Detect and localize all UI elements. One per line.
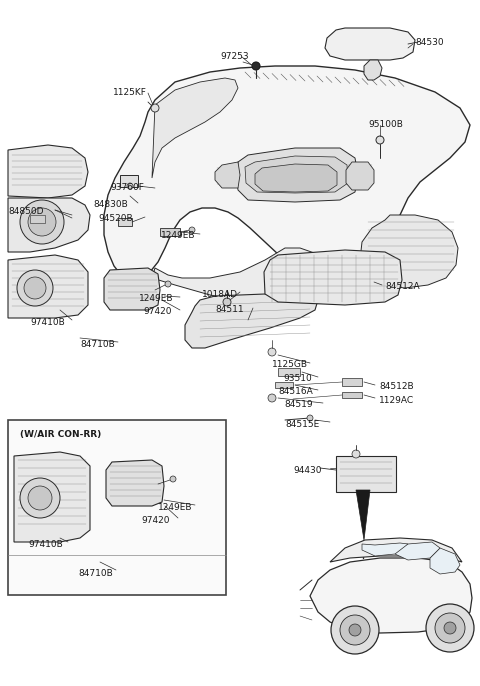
Text: (W/AIR CON-RR): (W/AIR CON-RR) xyxy=(20,430,101,439)
Circle shape xyxy=(127,183,133,189)
Bar xyxy=(120,175,138,187)
Circle shape xyxy=(426,604,474,652)
Bar xyxy=(336,456,396,492)
Bar xyxy=(30,215,45,223)
Circle shape xyxy=(268,394,276,402)
Circle shape xyxy=(444,622,456,634)
Text: 97420: 97420 xyxy=(141,516,169,525)
Polygon shape xyxy=(346,162,374,190)
Text: 94520B: 94520B xyxy=(98,214,132,223)
Polygon shape xyxy=(104,268,160,310)
Polygon shape xyxy=(395,542,440,560)
Circle shape xyxy=(28,208,56,236)
Polygon shape xyxy=(8,145,88,198)
Circle shape xyxy=(165,281,171,287)
Polygon shape xyxy=(362,543,408,556)
Text: 93760F: 93760F xyxy=(110,183,144,192)
Polygon shape xyxy=(325,28,415,60)
Polygon shape xyxy=(8,255,88,318)
Polygon shape xyxy=(104,66,470,280)
Text: 1129AC: 1129AC xyxy=(379,396,414,405)
Circle shape xyxy=(268,348,276,356)
Text: 93510: 93510 xyxy=(283,374,312,383)
Text: 1249EB: 1249EB xyxy=(161,231,195,240)
Text: 84512A: 84512A xyxy=(385,282,420,291)
Text: 84530: 84530 xyxy=(415,38,444,47)
Polygon shape xyxy=(215,162,240,188)
Polygon shape xyxy=(236,148,358,202)
Text: 84850D: 84850D xyxy=(8,207,44,216)
Polygon shape xyxy=(364,60,382,80)
Bar xyxy=(118,218,132,226)
Polygon shape xyxy=(255,164,337,192)
Polygon shape xyxy=(14,452,90,542)
Bar xyxy=(8,420,226,595)
Polygon shape xyxy=(356,490,370,540)
Text: 97253: 97253 xyxy=(220,52,249,61)
Bar xyxy=(342,378,362,386)
Text: 97410B: 97410B xyxy=(28,540,63,549)
Circle shape xyxy=(20,200,64,244)
Text: 84512B: 84512B xyxy=(379,382,414,391)
Circle shape xyxy=(223,298,231,306)
Circle shape xyxy=(307,415,313,421)
Circle shape xyxy=(376,136,384,144)
Circle shape xyxy=(352,450,360,458)
Text: 84515E: 84515E xyxy=(285,420,319,429)
Bar xyxy=(342,392,362,398)
Circle shape xyxy=(24,277,46,299)
Polygon shape xyxy=(152,78,238,178)
Polygon shape xyxy=(264,250,402,305)
Circle shape xyxy=(349,624,361,636)
Polygon shape xyxy=(185,294,318,348)
Polygon shape xyxy=(330,538,462,562)
Text: 97420: 97420 xyxy=(143,307,171,316)
Circle shape xyxy=(189,227,195,233)
Polygon shape xyxy=(106,460,164,506)
Circle shape xyxy=(340,615,370,645)
Text: 1249EB: 1249EB xyxy=(158,503,192,512)
Text: 94430: 94430 xyxy=(293,466,322,475)
Text: 84710B: 84710B xyxy=(80,340,115,349)
Circle shape xyxy=(331,606,379,654)
Polygon shape xyxy=(152,248,395,305)
Polygon shape xyxy=(245,156,348,193)
Text: 84830B: 84830B xyxy=(93,200,128,209)
Circle shape xyxy=(252,62,260,70)
Text: 84519: 84519 xyxy=(284,400,312,409)
Bar xyxy=(278,368,300,376)
Bar xyxy=(275,382,293,388)
Circle shape xyxy=(28,486,52,510)
Polygon shape xyxy=(310,558,472,633)
Circle shape xyxy=(435,613,465,643)
Polygon shape xyxy=(8,198,90,252)
Polygon shape xyxy=(430,548,460,574)
Text: 1249EB: 1249EB xyxy=(139,294,173,303)
Circle shape xyxy=(151,104,159,112)
Text: 84710B: 84710B xyxy=(78,569,113,578)
Text: 97410B: 97410B xyxy=(30,318,65,327)
Text: 1018AD: 1018AD xyxy=(202,290,238,299)
Text: 95100B: 95100B xyxy=(368,120,403,129)
Text: 84516A: 84516A xyxy=(278,387,313,396)
Circle shape xyxy=(17,270,53,306)
Text: 1125KF: 1125KF xyxy=(113,88,147,97)
Text: 84511: 84511 xyxy=(215,305,244,314)
Circle shape xyxy=(170,476,176,482)
Bar xyxy=(160,228,180,236)
Circle shape xyxy=(20,478,60,518)
Polygon shape xyxy=(360,215,458,288)
Text: 1125GB: 1125GB xyxy=(272,360,308,369)
